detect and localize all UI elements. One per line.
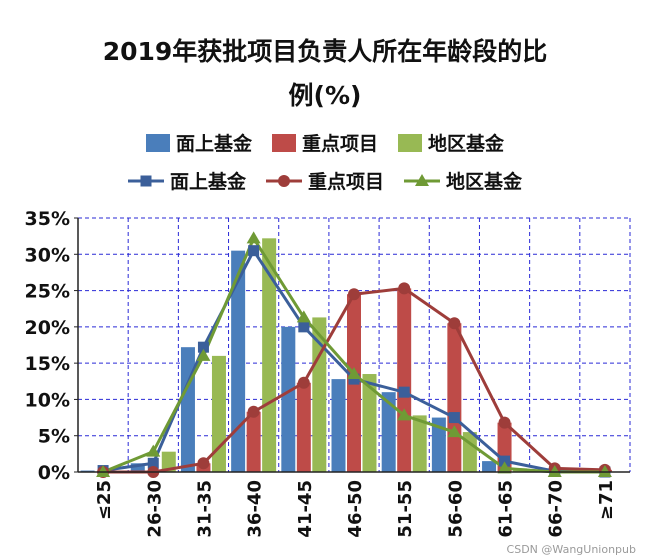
bar xyxy=(281,326,296,472)
data-point xyxy=(296,310,311,323)
legend-label: 面上基金 xyxy=(169,171,246,193)
data-point xyxy=(398,386,410,398)
y-tick-label: 10% xyxy=(25,389,70,411)
data-point xyxy=(297,376,310,389)
data-point xyxy=(499,455,511,467)
x-tick-label: 56-60 xyxy=(445,480,466,538)
data-point xyxy=(497,461,512,474)
y-tick-label: 0% xyxy=(38,462,70,484)
legend-item-bar-1: 重点项目 xyxy=(271,129,378,156)
data-point xyxy=(197,457,210,470)
legend-item-line-0: 面上基金 xyxy=(127,167,246,194)
bars xyxy=(80,238,612,472)
data-point xyxy=(448,317,461,330)
data-point xyxy=(147,457,159,469)
data-point xyxy=(146,444,161,457)
bar xyxy=(312,317,327,472)
x-tick-label: 31-35 xyxy=(194,480,215,538)
legend-line-swatch xyxy=(404,173,440,186)
bar xyxy=(431,417,446,472)
legend-line-swatch xyxy=(265,174,302,187)
legend-marker xyxy=(415,173,429,186)
y-tick-label: 5% xyxy=(38,426,70,448)
bar xyxy=(262,238,277,472)
legend-item-bar-0: 面上基金 xyxy=(145,129,252,156)
chart-title-line-1: 2019年获批项目负责人所在年龄段的比 xyxy=(102,37,548,66)
data-point xyxy=(597,465,612,477)
legend-label: 重点项目 xyxy=(301,133,378,155)
data-point xyxy=(196,348,211,361)
data-point xyxy=(447,425,462,438)
legend-swatch xyxy=(271,133,296,152)
data-point xyxy=(347,367,361,380)
x-tick-label: 41-45 xyxy=(295,480,316,538)
legend-swatch xyxy=(398,133,422,152)
y-tick-label: 35% xyxy=(25,208,70,230)
data-point xyxy=(398,282,411,295)
y-tick-label: 30% xyxy=(25,244,70,266)
legend-label: 面上基金 xyxy=(175,133,252,155)
legend-label: 地区基金 xyxy=(428,133,505,155)
data-point xyxy=(298,321,310,333)
y-tick-label: 15% xyxy=(25,353,70,375)
bar xyxy=(130,463,145,472)
data-point xyxy=(96,465,111,477)
data-point xyxy=(197,341,209,353)
bar xyxy=(331,379,346,472)
bar xyxy=(482,461,497,472)
y-tick-label: 25% xyxy=(25,281,70,303)
legend-label: 地区基金 xyxy=(446,171,523,193)
data-point xyxy=(247,405,260,418)
x-tick-label: 51-55 xyxy=(395,480,416,538)
legend-label: 重点项目 xyxy=(307,171,384,193)
legend-line-swatch xyxy=(127,175,164,186)
bar xyxy=(381,392,396,472)
bar xyxy=(231,250,246,472)
data-point xyxy=(498,416,511,429)
bar xyxy=(246,411,261,472)
data-point xyxy=(348,373,360,385)
legend-item-bar-2: 地区基金 xyxy=(398,129,504,156)
x-tick-label: ≥71 xyxy=(596,480,617,520)
legend-bars: 面上基金 重点项目 地区基金 xyxy=(0,129,650,156)
x-tick-label: ≤25 xyxy=(94,480,115,520)
data-point xyxy=(448,412,460,424)
data-point xyxy=(547,465,562,477)
x-tick-label: 26-30 xyxy=(144,480,165,538)
chart-title-line-2: 例(%) xyxy=(288,81,362,110)
data-point xyxy=(348,288,360,301)
bar xyxy=(161,451,176,472)
data-point xyxy=(397,408,412,421)
bar xyxy=(211,355,226,472)
legend-swatch xyxy=(145,133,170,152)
chart-title: 2019年获批项目负责人所在年龄段的比 例(%) xyxy=(0,30,650,118)
legend-marker xyxy=(277,174,290,187)
bar xyxy=(447,323,462,472)
bar xyxy=(397,288,412,472)
legend-marker xyxy=(140,175,152,186)
data-point xyxy=(248,245,260,257)
legend-item-line-1: 重点项目 xyxy=(265,167,384,194)
x-tick-label: 36-40 xyxy=(245,480,266,538)
y-tick-label: 20% xyxy=(25,317,70,339)
legend-lines: 面上基金 重点项目 地区基金 xyxy=(0,167,650,194)
x-tick-label: 46-50 xyxy=(345,480,366,538)
bar xyxy=(180,347,195,472)
bar xyxy=(362,374,377,472)
x-tick-label: 66-70 xyxy=(546,480,567,538)
watermark: CSDN @WangUnionpub xyxy=(506,543,636,556)
x-tick-label: 61-65 xyxy=(496,480,517,538)
data-point xyxy=(246,231,261,244)
bar xyxy=(296,382,311,472)
legend-item-line-2: 地区基金 xyxy=(404,167,522,194)
bar xyxy=(412,415,427,472)
